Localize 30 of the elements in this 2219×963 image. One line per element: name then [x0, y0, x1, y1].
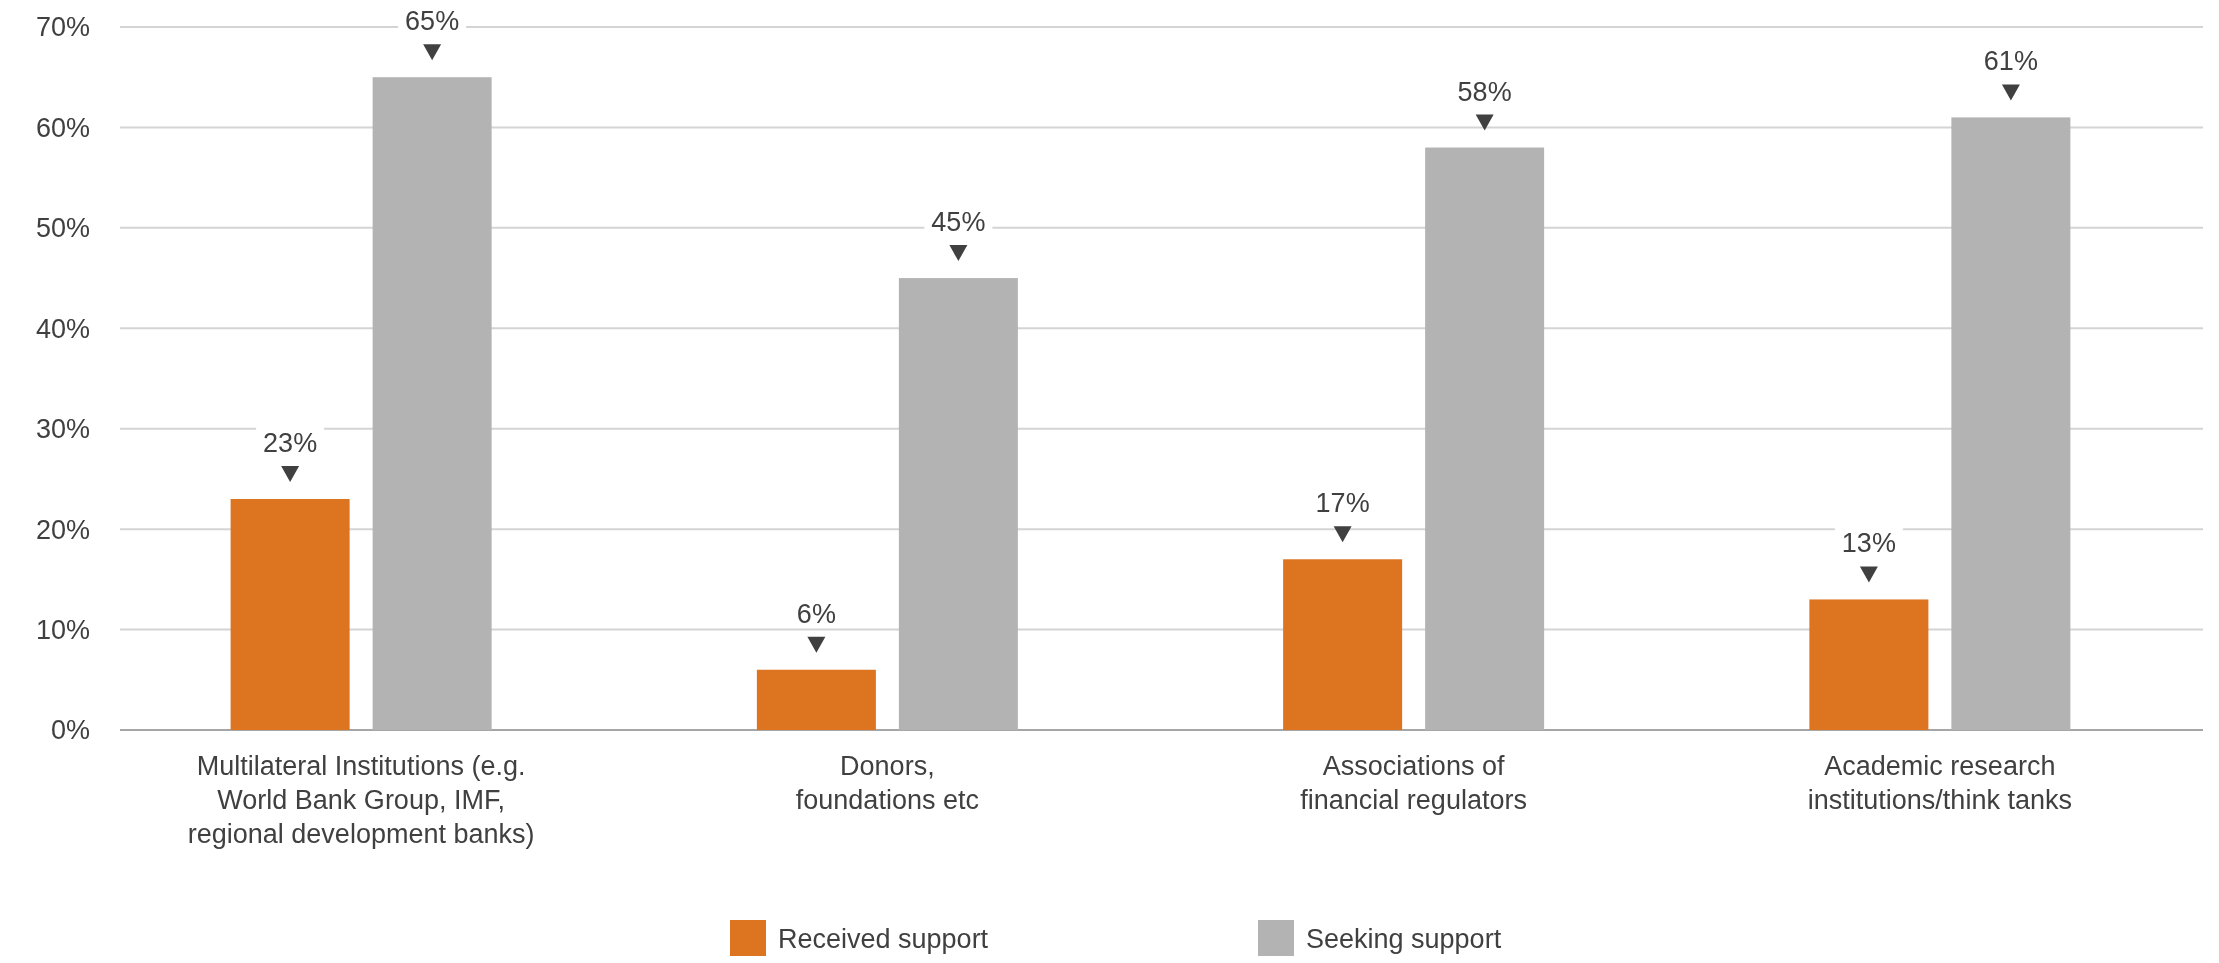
data-label: 61% — [1983, 46, 2038, 77]
bar — [1809, 599, 1929, 730]
data-label: 23% — [263, 428, 318, 459]
bar — [372, 77, 492, 730]
data-label: 6% — [796, 598, 836, 629]
data-label: 13% — [1841, 528, 1896, 559]
bar — [230, 499, 350, 730]
bar — [1951, 117, 2071, 730]
data-label: 65% — [405, 6, 460, 37]
data-label: 45% — [931, 207, 986, 238]
y-tick-label: 20% — [35, 514, 90, 545]
legend-label: Seeking support — [1306, 924, 1502, 954]
x-tick-label: Multilateral Institutions (e.g. World Bank Group, IMF, regional development banks) — [187, 751, 535, 849]
legend-label: Received support — [778, 924, 989, 954]
y-tick-label: 30% — [35, 414, 90, 445]
x-tick-label: Donors, foundations etc — [795, 751, 979, 815]
data-label: 17% — [1315, 488, 1370, 519]
x-tick-label: Academic research institutions/think tanks — [1807, 751, 2072, 815]
y-tick-label: 40% — [35, 313, 90, 344]
y-tick-label: 10% — [35, 615, 90, 646]
bar — [1283, 559, 1403, 730]
y-tick-label: 50% — [35, 213, 90, 244]
y-tick-label: 60% — [35, 112, 90, 143]
y-tick-label: 0% — [50, 715, 90, 746]
data-label: 58% — [1457, 76, 1512, 107]
y-tick-label: 70% — [35, 12, 90, 43]
bar — [756, 669, 876, 730]
bar — [898, 278, 1018, 730]
x-tick-label: Associations of financial regulators — [1300, 751, 1527, 815]
bar — [1425, 147, 1545, 730]
